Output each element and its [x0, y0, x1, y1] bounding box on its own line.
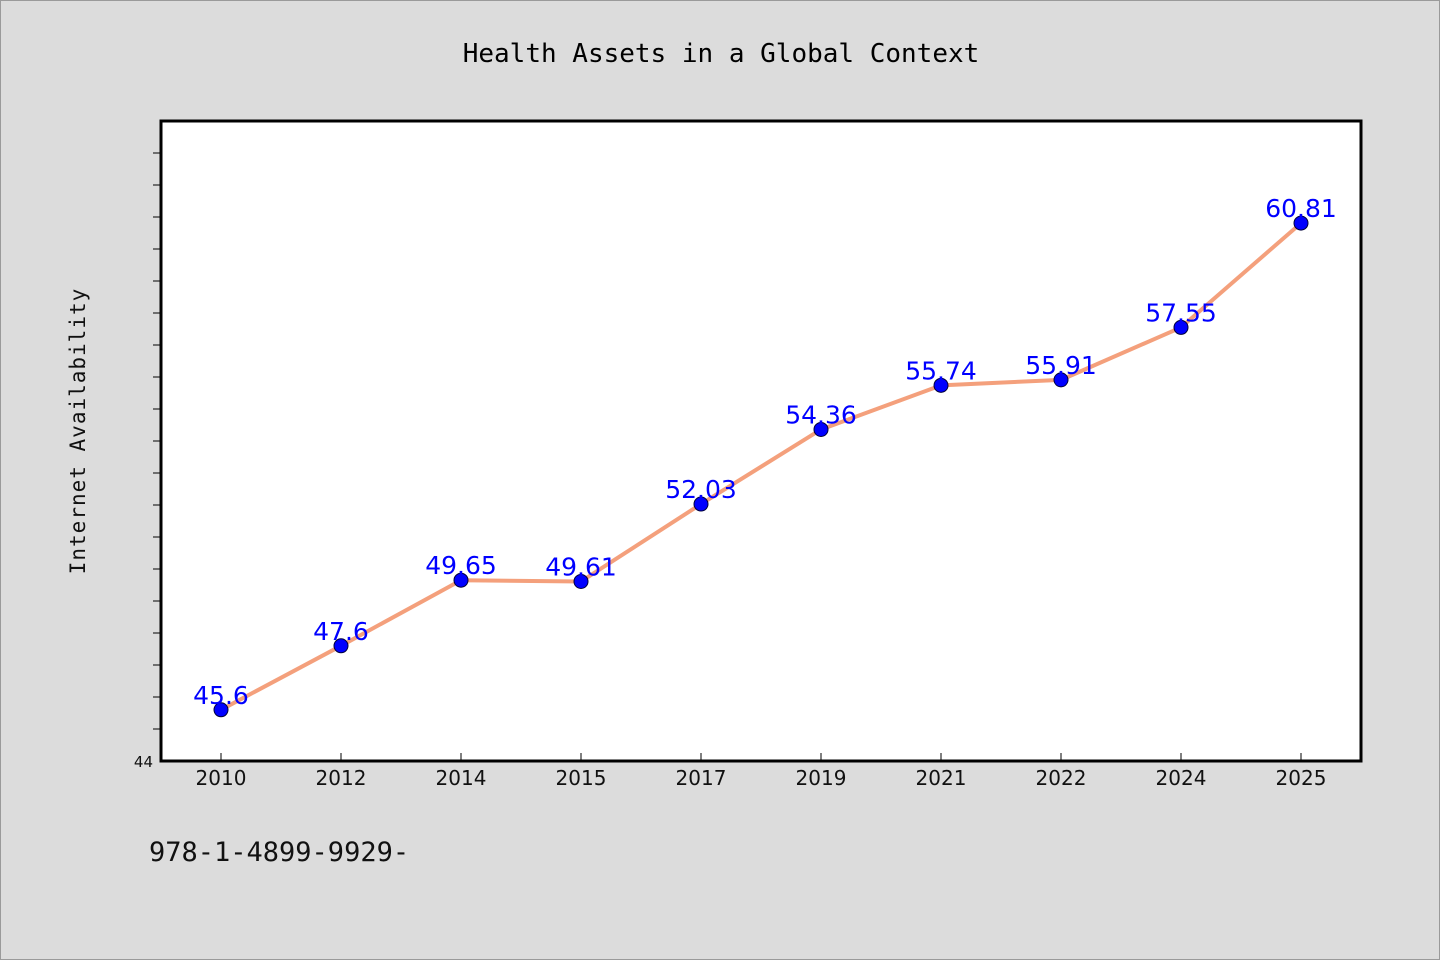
x-tick-label: 2025 — [1276, 766, 1327, 790]
chart-title: Health Assets in a Global Context — [463, 39, 980, 69]
y-axis-ticks — [153, 152, 161, 730]
x-tick-label: 2010 — [196, 766, 247, 790]
data-point — [453, 572, 469, 588]
data-point — [1173, 319, 1189, 335]
data-labels: 45.6 47.6 49.65 49.61 52.03 54.36 55.74 55.91 57… — [193, 194, 1337, 710]
x-tick-label: 2015 — [556, 766, 607, 790]
y-axis-min-label: 44 — [134, 753, 153, 771]
x-tick-label: 2021 — [916, 766, 967, 790]
data-label: 55.74 — [905, 356, 977, 385]
data-label: 60.81 — [1265, 194, 1337, 223]
data-point — [213, 702, 229, 718]
data-markers — [213, 215, 1309, 718]
data-label: 49.61 — [545, 552, 617, 581]
data-point — [693, 496, 709, 512]
data-point — [1293, 215, 1309, 231]
data-label: 55.91 — [1025, 351, 1097, 380]
x-tick-label: 2017 — [676, 766, 727, 790]
x-tick-label: 2024 — [1156, 766, 1207, 790]
data-label: 52.03 — [665, 475, 737, 504]
data-point — [813, 421, 829, 437]
x-tick-label: 2022 — [1036, 766, 1087, 790]
data-point — [933, 377, 949, 393]
x-axis: 2010 2012 2014 2015 2017 2019 2021 2022 2024 2025 — [196, 753, 1327, 790]
x-tick-label: 2012 — [316, 766, 367, 790]
data-point — [333, 638, 349, 654]
data-label: 47.6 — [313, 617, 369, 646]
data-point — [1053, 372, 1069, 388]
data-label: 49.65 — [425, 551, 497, 580]
footer-code: 978-1-4899-9929- — [149, 837, 410, 868]
data-label: 54.36 — [785, 400, 857, 429]
series-line — [219, 221, 1303, 712]
data-label: 45.6 — [193, 681, 249, 710]
data-label: 57.55 — [1145, 298, 1217, 327]
plot-area — [159, 119, 1363, 763]
x-tick-label: 2014 — [436, 766, 487, 790]
data-point — [573, 573, 589, 589]
y-axis-label: Internet Availability — [66, 288, 90, 575]
x-tick-label: 2019 — [796, 766, 847, 790]
